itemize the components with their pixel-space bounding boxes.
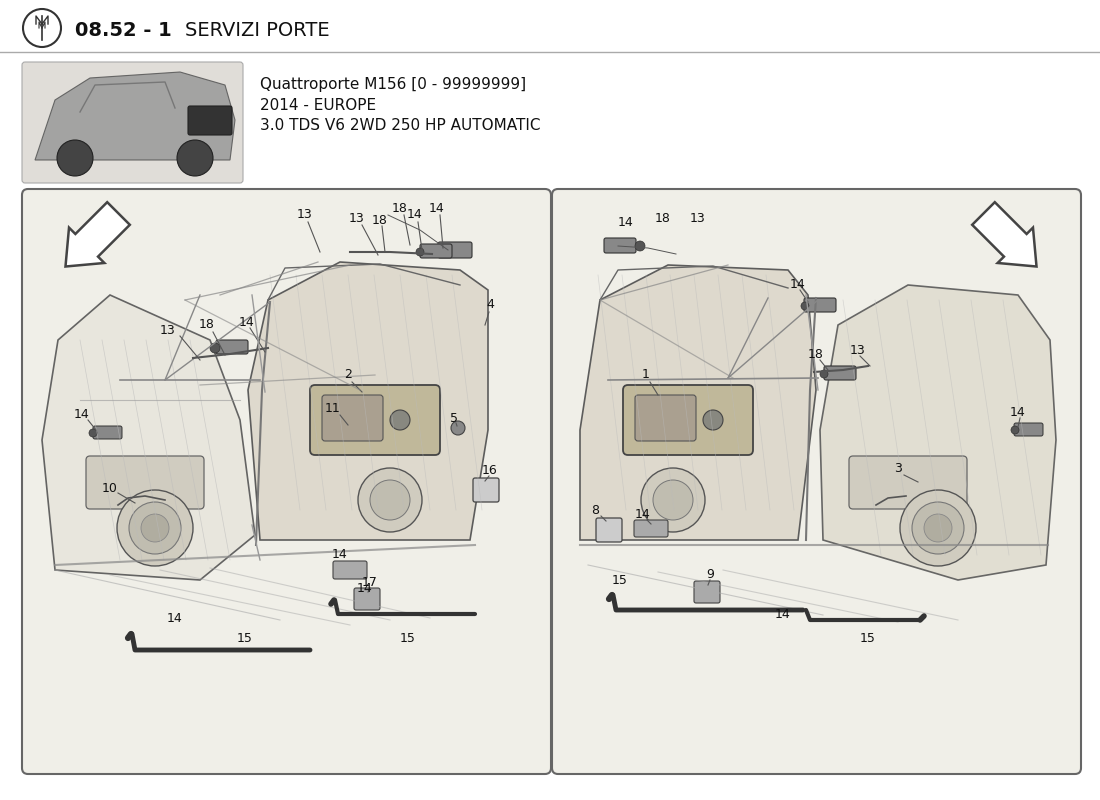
Circle shape xyxy=(431,245,441,255)
Circle shape xyxy=(370,480,410,520)
Text: 11: 11 xyxy=(326,402,341,414)
FancyBboxPatch shape xyxy=(694,581,720,603)
Text: 14: 14 xyxy=(429,202,444,214)
FancyBboxPatch shape xyxy=(634,520,668,537)
FancyBboxPatch shape xyxy=(86,456,204,509)
Circle shape xyxy=(129,502,182,554)
Circle shape xyxy=(390,410,410,430)
Text: 14: 14 xyxy=(407,209,422,222)
Text: 2: 2 xyxy=(344,369,352,382)
FancyBboxPatch shape xyxy=(1014,423,1043,436)
FancyBboxPatch shape xyxy=(438,242,472,258)
Text: 13: 13 xyxy=(161,323,176,337)
Text: 14: 14 xyxy=(332,549,348,562)
FancyBboxPatch shape xyxy=(216,340,248,354)
Text: 14: 14 xyxy=(790,278,806,291)
FancyBboxPatch shape xyxy=(94,426,122,439)
Text: 14: 14 xyxy=(239,315,255,329)
Text: 14: 14 xyxy=(1010,406,1026,418)
FancyBboxPatch shape xyxy=(473,478,499,502)
Text: 14: 14 xyxy=(776,609,791,622)
Text: 08.52 - 1: 08.52 - 1 xyxy=(75,21,172,39)
Text: SERVIZI PORTE: SERVIZI PORTE xyxy=(185,21,330,39)
Text: 1: 1 xyxy=(642,369,650,382)
Circle shape xyxy=(635,241,645,251)
Polygon shape xyxy=(66,202,130,266)
Text: 8: 8 xyxy=(591,503,600,517)
Polygon shape xyxy=(820,285,1056,580)
Text: 18: 18 xyxy=(808,349,824,362)
Text: 14: 14 xyxy=(167,611,183,625)
FancyBboxPatch shape xyxy=(322,395,383,441)
Circle shape xyxy=(416,248,424,256)
Text: Quattroporte M156 [0 - 99999999]: Quattroporte M156 [0 - 99999999] xyxy=(260,78,526,93)
Text: 18: 18 xyxy=(656,211,671,225)
Circle shape xyxy=(451,421,465,435)
Text: 4: 4 xyxy=(486,298,494,311)
FancyBboxPatch shape xyxy=(333,561,367,579)
Text: 14: 14 xyxy=(358,582,373,594)
Text: 9: 9 xyxy=(706,569,714,582)
FancyBboxPatch shape xyxy=(604,238,636,253)
Circle shape xyxy=(924,514,952,542)
Text: 15: 15 xyxy=(238,631,253,645)
FancyBboxPatch shape xyxy=(623,385,754,455)
Text: 13: 13 xyxy=(349,211,365,225)
Text: 17: 17 xyxy=(362,575,378,589)
Circle shape xyxy=(900,490,976,566)
Text: 3: 3 xyxy=(894,462,902,474)
Circle shape xyxy=(210,343,220,353)
FancyBboxPatch shape xyxy=(552,189,1081,774)
FancyBboxPatch shape xyxy=(22,189,551,774)
Circle shape xyxy=(57,140,94,176)
FancyBboxPatch shape xyxy=(824,366,856,380)
FancyBboxPatch shape xyxy=(849,456,967,509)
FancyBboxPatch shape xyxy=(635,395,696,441)
Polygon shape xyxy=(580,265,816,540)
Text: 15: 15 xyxy=(860,631,876,645)
Circle shape xyxy=(89,429,97,437)
FancyBboxPatch shape xyxy=(804,298,836,312)
Text: 13: 13 xyxy=(690,211,706,225)
Polygon shape xyxy=(248,262,488,540)
Text: 5: 5 xyxy=(450,411,458,425)
FancyBboxPatch shape xyxy=(354,588,379,610)
Text: 3.0 TDS V6 2WD 250 HP AUTOMATIC: 3.0 TDS V6 2WD 250 HP AUTOMATIC xyxy=(260,118,540,133)
Circle shape xyxy=(653,480,693,520)
FancyBboxPatch shape xyxy=(420,244,452,258)
Text: 18: 18 xyxy=(392,202,408,214)
Text: 18: 18 xyxy=(372,214,388,226)
Circle shape xyxy=(1011,426,1019,434)
FancyBboxPatch shape xyxy=(596,518,622,542)
Circle shape xyxy=(703,410,723,430)
Text: 15: 15 xyxy=(400,631,416,645)
FancyBboxPatch shape xyxy=(188,106,232,135)
Circle shape xyxy=(358,468,422,532)
FancyBboxPatch shape xyxy=(310,385,440,455)
Circle shape xyxy=(912,502,964,554)
Text: 10: 10 xyxy=(102,482,118,494)
Text: 13: 13 xyxy=(297,209,312,222)
Text: 13: 13 xyxy=(850,343,866,357)
Polygon shape xyxy=(972,202,1036,266)
Circle shape xyxy=(641,468,705,532)
Text: 14: 14 xyxy=(74,409,90,422)
Text: 16: 16 xyxy=(482,463,498,477)
Text: 2014 - EUROPE: 2014 - EUROPE xyxy=(260,98,376,113)
Text: 18: 18 xyxy=(199,318,214,331)
Text: 14: 14 xyxy=(635,509,651,522)
Circle shape xyxy=(177,140,213,176)
Text: 15: 15 xyxy=(612,574,628,586)
Text: 14: 14 xyxy=(618,215,634,229)
Circle shape xyxy=(820,370,828,378)
Circle shape xyxy=(117,490,192,566)
Polygon shape xyxy=(35,72,235,160)
Circle shape xyxy=(801,302,808,310)
Polygon shape xyxy=(42,295,255,580)
FancyBboxPatch shape xyxy=(22,62,243,183)
Circle shape xyxy=(141,514,169,542)
